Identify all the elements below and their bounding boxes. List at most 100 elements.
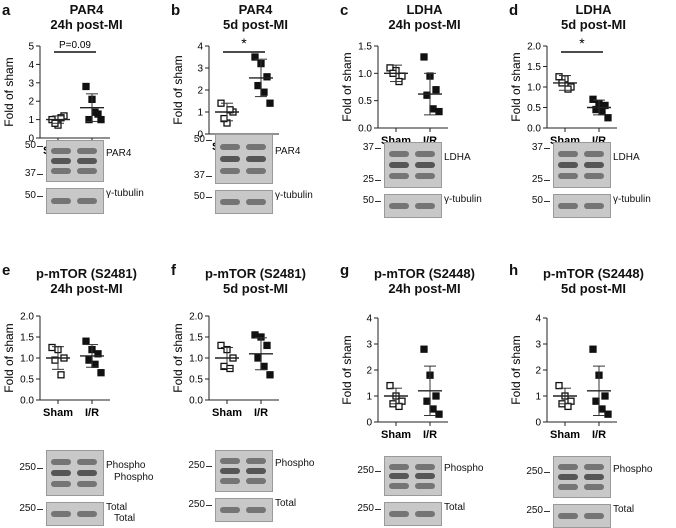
y-tick-label: 1.0 xyxy=(20,354,34,365)
blot-band xyxy=(415,151,435,157)
blot-band xyxy=(558,464,578,470)
blot-band xyxy=(77,511,97,517)
panel-title: p-mTOR (S2448) 5d post-MI xyxy=(521,266,666,296)
chart-title: p-mTOR (S2448) xyxy=(543,266,644,281)
data-point xyxy=(604,410,612,418)
data-point xyxy=(432,392,440,400)
blot-band xyxy=(415,511,435,517)
y-tick-label: 0.0 xyxy=(358,124,372,135)
blot-label: Total xyxy=(444,502,466,513)
x-tick-label: I/R xyxy=(85,407,99,419)
x-tick-label: Sham xyxy=(381,429,411,441)
panel-letter: c xyxy=(340,2,349,19)
data-point xyxy=(564,85,572,93)
data-point xyxy=(260,362,268,371)
y-tick-label: 1.0 xyxy=(189,354,203,365)
mw-marker: 250 xyxy=(517,505,550,516)
chart-subtitle: 24h post-MI xyxy=(388,281,461,296)
y-tick-label: 0.5 xyxy=(189,375,203,386)
western-blot-image xyxy=(553,456,611,498)
data-point xyxy=(91,108,99,116)
blot-label: PAR4 xyxy=(275,146,301,157)
panel-title: LDHA 24h post-MI xyxy=(352,2,497,32)
panel-d: d LDHA 5d post-MI Fold of sham 0.0 0.5 1.0 1.5 2… xyxy=(507,0,676,260)
y-tick-label: 1 xyxy=(535,392,541,403)
western-blot-image xyxy=(215,134,273,184)
panel-letter: d xyxy=(509,2,519,19)
y-axis-label: Fold of sham xyxy=(171,55,185,124)
data-point xyxy=(435,107,443,116)
blot-band xyxy=(558,474,578,480)
data-point xyxy=(598,405,606,413)
panel-letter: a xyxy=(2,2,11,19)
x-tick-label: Sham xyxy=(550,429,580,441)
mw-marker: 37 xyxy=(348,142,381,153)
panel-c: c LDHA 24h post-MI Fold of sham 0.0 0.5 1.0 1.5… xyxy=(338,0,507,260)
blot-label: PAR4 xyxy=(106,148,132,159)
chart-subtitle: 5d post-MI xyxy=(561,281,626,296)
western-blot-image xyxy=(384,456,442,496)
panel-letter: g xyxy=(340,262,350,279)
x-tick-label: Sham xyxy=(212,407,242,419)
blot-band xyxy=(246,156,266,162)
blot-band xyxy=(389,473,409,479)
mw-marker: 250 xyxy=(348,465,381,476)
blot-label: Total xyxy=(275,498,297,509)
blot-band xyxy=(77,168,97,174)
data-point xyxy=(263,73,271,81)
panel-e: e p-mTOR (S2481) 24h post-MI Fold of sham 0.… xyxy=(0,260,169,526)
panel-f: f p-mTOR (S2481) 5d post-MI Fold of sham 0.0… xyxy=(169,260,338,522)
y-tick-label: 1.5 xyxy=(20,333,34,344)
data-point xyxy=(598,107,606,116)
chart-subtitle: 5d post-MI xyxy=(223,17,288,32)
blot-band xyxy=(246,168,266,174)
blot-band xyxy=(246,458,266,464)
blot-label: γ-tubulin xyxy=(106,188,144,199)
scatter-plot: Fold of sham 0 1 2 3 4 Sham I/R xyxy=(340,314,448,441)
y-axis-label: Fold of sham xyxy=(2,323,16,392)
mw-marker: 250 xyxy=(179,499,212,510)
blot-band xyxy=(415,203,435,209)
blot-band xyxy=(51,459,71,465)
blot-band xyxy=(415,162,435,168)
y-tick-label: 0.0 xyxy=(527,124,541,135)
mw-marker: 250 xyxy=(10,462,43,473)
y-axis-label: Fold of sham xyxy=(171,323,185,392)
data-point xyxy=(91,360,99,368)
y-tick-label: 1 xyxy=(366,392,372,403)
blot-band xyxy=(51,148,71,154)
blot-band xyxy=(389,511,409,517)
data-point xyxy=(85,356,93,364)
y-tick-label: 2.0 xyxy=(189,312,203,323)
mw-marker: 37 xyxy=(10,168,43,179)
blot-band xyxy=(584,474,604,480)
y-tick-label: 3 xyxy=(197,64,203,75)
y-tick-label: 0.0 xyxy=(20,396,34,407)
data-point xyxy=(57,371,65,379)
western-blot-image xyxy=(215,190,273,214)
data-point xyxy=(266,99,274,107)
western-blot-image xyxy=(215,498,273,522)
panel-letter: b xyxy=(171,2,181,19)
x-tick-label: Sham xyxy=(43,407,73,419)
x-tick-label: I/R xyxy=(423,429,437,441)
data-point xyxy=(429,105,437,113)
panel-letter: f xyxy=(171,262,176,279)
data-point xyxy=(420,345,428,353)
data-point xyxy=(217,341,225,350)
data-point xyxy=(266,371,274,379)
chart-title: p-mTOR (S2481) xyxy=(36,266,137,281)
blot-band xyxy=(220,199,240,205)
blot-band xyxy=(220,458,240,464)
blot-band xyxy=(389,162,409,168)
western-blot-image xyxy=(553,142,611,188)
western-blot-image xyxy=(384,194,442,218)
blot-band xyxy=(558,173,578,179)
panel-letter: h xyxy=(509,262,519,279)
y-tick-label: 1 xyxy=(197,108,203,119)
blot-band xyxy=(51,470,71,476)
blot-band xyxy=(415,464,435,470)
blot-label: Phospho xyxy=(444,463,484,474)
y-tick-label: 4 xyxy=(366,314,372,325)
blot-band xyxy=(220,144,240,150)
